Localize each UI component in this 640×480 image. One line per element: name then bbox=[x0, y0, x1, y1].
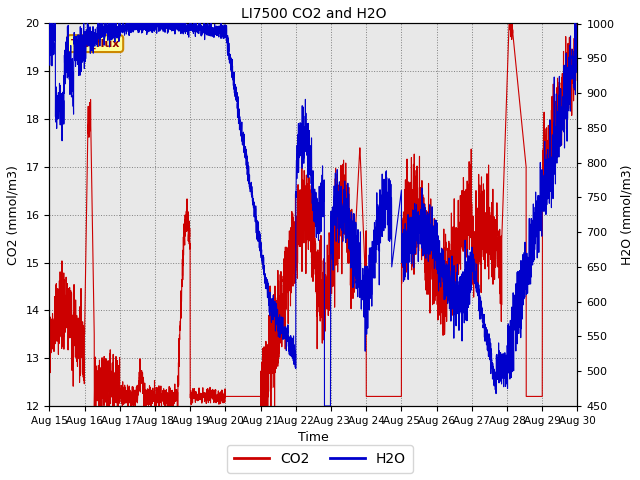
Y-axis label: CO2 (mmol/m3): CO2 (mmol/m3) bbox=[7, 165, 20, 264]
Title: LI7500 CO2 and H2O: LI7500 CO2 and H2O bbox=[241, 7, 386, 21]
Text: TW_flux: TW_flux bbox=[70, 38, 120, 48]
Y-axis label: H2O (mmol/m3): H2O (mmol/m3) bbox=[620, 165, 633, 265]
X-axis label: Time: Time bbox=[298, 431, 329, 444]
Legend: CO2, H2O: CO2, H2O bbox=[227, 445, 413, 473]
